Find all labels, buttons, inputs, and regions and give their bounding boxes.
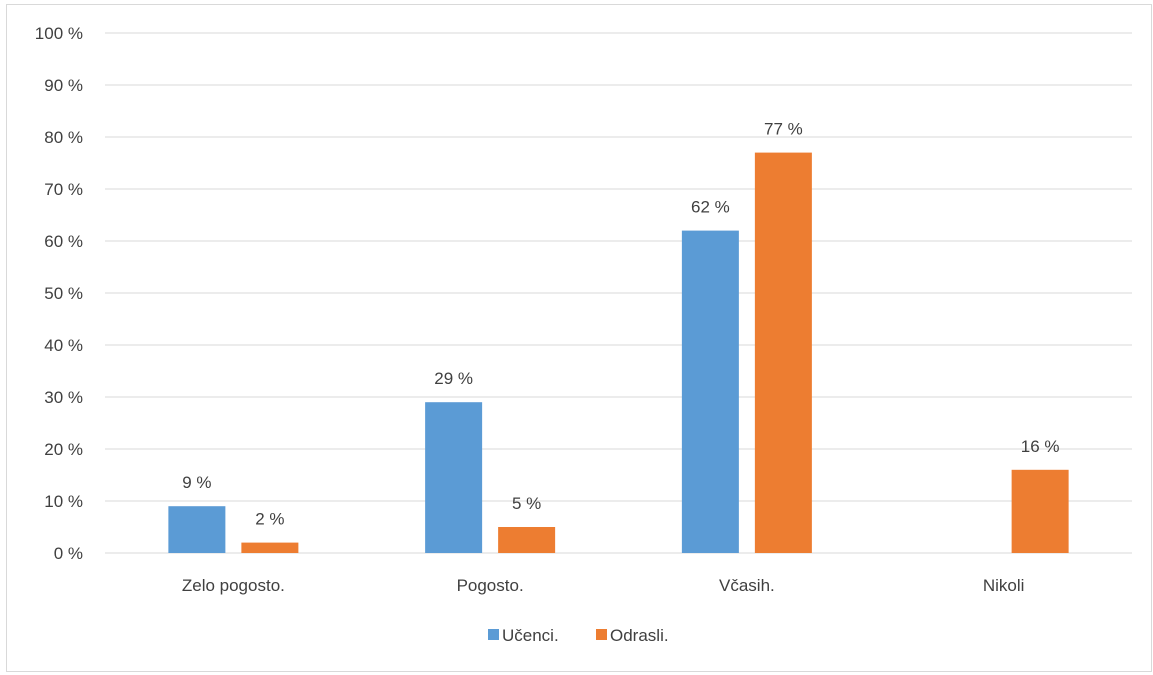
bar-ucenci: [168, 506, 226, 553]
data-label: 5 %: [512, 494, 541, 513]
y-tick-label: 10 %: [44, 492, 83, 511]
data-labels: 9 % 2 % 29 % 5 % 62 % 77 % 16 %: [182, 120, 1059, 529]
bar-odrasli: [241, 542, 299, 553]
y-tick-label: 60 %: [44, 232, 83, 251]
legend-swatch: [488, 629, 499, 640]
legend: Učenci. Odrasli.: [488, 626, 669, 645]
data-label: 29 %: [434, 369, 473, 388]
y-tick-label: 30 %: [44, 388, 83, 407]
data-label: 2 %: [255, 510, 284, 529]
y-tick-label: 40 %: [44, 336, 83, 355]
data-label: 77 %: [764, 120, 803, 139]
data-label: 16 %: [1021, 437, 1060, 456]
category-label: Včasih.: [719, 576, 775, 595]
y-tick-label: 50 %: [44, 284, 83, 303]
y-tick-label: 100 %: [35, 24, 83, 43]
category-label: Zelo pogosto.: [182, 576, 285, 595]
y-tick-label: 0 %: [54, 544, 83, 563]
bar-ucenci: [681, 230, 739, 553]
y-tick-label: 90 %: [44, 76, 83, 95]
y-tick-label: 20 %: [44, 440, 83, 459]
bars: [168, 152, 1069, 553]
category-labels: Zelo pogosto. Pogosto. Včasih. Nikoli: [182, 576, 1025, 595]
legend-label: Odrasli.: [610, 626, 669, 645]
data-label: 62 %: [691, 198, 730, 217]
bar-odrasli: [498, 527, 556, 553]
gridlines: [105, 32, 1132, 554]
chart-frame: [6, 4, 1152, 672]
category-label: Pogosto.: [457, 576, 524, 595]
y-axis-tick-labels: 0 % 10 % 20 % 30 % 40 % 50 % 60 % 70 % 80 % 90 % 1…: [35, 24, 83, 563]
data-label: 9 %: [182, 473, 211, 492]
bar-odrasli: [754, 152, 812, 553]
bar-ucenci: [425, 402, 483, 553]
legend-swatch: [596, 629, 607, 640]
bar-odrasli: [1011, 469, 1069, 553]
category-label: Nikoli: [983, 576, 1025, 595]
y-tick-label: 70 %: [44, 180, 83, 199]
y-tick-label: 80 %: [44, 128, 83, 147]
legend-label: Učenci.: [502, 626, 559, 645]
